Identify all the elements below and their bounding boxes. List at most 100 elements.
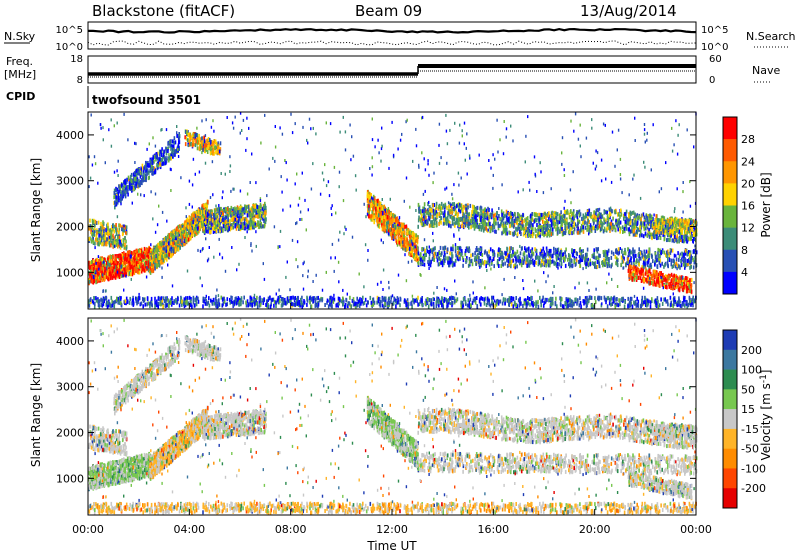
power-cell — [192, 213, 194, 218]
freq-tick-top: 18 — [70, 54, 83, 65]
power-cell — [656, 236, 658, 241]
power-cell — [392, 223, 394, 228]
power-cell — [201, 136, 203, 141]
power-cell — [173, 229, 175, 234]
power-cell — [156, 162, 158, 167]
power-cell — [140, 269, 143, 274]
power-cell — [622, 230, 624, 234]
power-cell — [143, 172, 145, 177]
power-cell — [260, 222, 262, 226]
power-cell — [186, 233, 188, 238]
power-cell — [177, 240, 179, 245]
power-cell — [90, 239, 93, 244]
beam-title: Beam 09 — [355, 2, 422, 20]
power-cell — [402, 222, 404, 227]
power-cell — [100, 276, 103, 281]
power-cell — [263, 211, 266, 216]
power-cell — [253, 217, 255, 222]
power-cell — [172, 152, 175, 157]
power-cell — [98, 262, 100, 267]
power-cell — [173, 136, 176, 141]
power-cell — [149, 256, 152, 261]
power-cell — [115, 195, 118, 200]
power-cell — [128, 271, 131, 276]
power-cell — [383, 211, 385, 215]
power-cell — [383, 227, 386, 231]
power-cell — [170, 232, 172, 237]
power-cell — [222, 224, 225, 229]
power-cell — [161, 242, 163, 247]
power-cell — [531, 212, 533, 216]
power-cell — [405, 224, 408, 229]
power-cell — [212, 147, 215, 152]
power-cell — [118, 184, 120, 189]
power-cell — [218, 211, 220, 216]
power-cell — [203, 203, 205, 208]
power-cell — [203, 139, 206, 144]
power-cell — [256, 222, 259, 227]
power-cell — [577, 230, 579, 235]
power-cell — [167, 241, 170, 246]
power-cell — [179, 238, 182, 243]
power-cell — [196, 146, 199, 151]
power-cell — [390, 232, 392, 237]
power-cell — [161, 254, 163, 259]
power-cell — [138, 253, 140, 258]
power-cell — [145, 248, 148, 253]
power-cell — [256, 214, 259, 219]
power-cell — [395, 230, 397, 235]
power-cell — [387, 220, 390, 225]
power-cell — [561, 226, 563, 231]
power-cell — [412, 245, 415, 250]
power-cell — [240, 224, 242, 229]
power-cell — [504, 231, 507, 236]
power-cell — [134, 256, 136, 260]
power-cell — [222, 218, 224, 222]
power-cell — [249, 213, 251, 217]
power-cell — [143, 255, 145, 260]
power-cell — [173, 234, 176, 239]
power-cell — [381, 206, 384, 211]
power-cell — [462, 204, 465, 209]
power-cell — [92, 259, 95, 264]
power-cell — [158, 260, 160, 264]
nave-tick-bottom: 0 — [709, 75, 715, 86]
power-cell — [118, 230, 120, 235]
power-cell — [92, 239, 95, 244]
power-cell — [158, 256, 160, 260]
power-cell — [172, 144, 175, 149]
power-cell — [203, 143, 206, 148]
power-cell — [102, 241, 104, 246]
power-cell — [631, 219, 634, 223]
power-cell — [458, 205, 460, 210]
power-cell — [134, 176, 136, 181]
power-cell — [252, 212, 254, 217]
power-cell — [124, 260, 126, 265]
power-cell — [388, 209, 390, 214]
power-cell — [190, 221, 193, 226]
noise-sky-line — [88, 27, 697, 34]
power-cell — [256, 205, 259, 209]
power-cell — [244, 226, 246, 231]
power-cell — [430, 220, 432, 225]
power-cell — [476, 224, 479, 229]
power-cell — [130, 179, 133, 184]
power-cell — [133, 251, 135, 255]
power-cell — [391, 219, 394, 224]
power-cell — [233, 210, 236, 215]
power-cell — [146, 253, 148, 258]
power-cell — [213, 139, 216, 144]
power-cell — [196, 133, 199, 138]
power-cell — [469, 203, 472, 208]
power-cell — [187, 225, 190, 230]
power-cell — [198, 146, 201, 151]
power-cell — [404, 247, 407, 252]
power-cell — [121, 270, 123, 275]
power-cell — [382, 226, 384, 231]
station-title: Blackstone (fitACF) — [92, 2, 235, 20]
freq-label-line1: Freq. — [6, 55, 33, 68]
power-cell — [228, 219, 231, 224]
power-cell — [92, 220, 95, 224]
power-cell — [400, 243, 403, 248]
